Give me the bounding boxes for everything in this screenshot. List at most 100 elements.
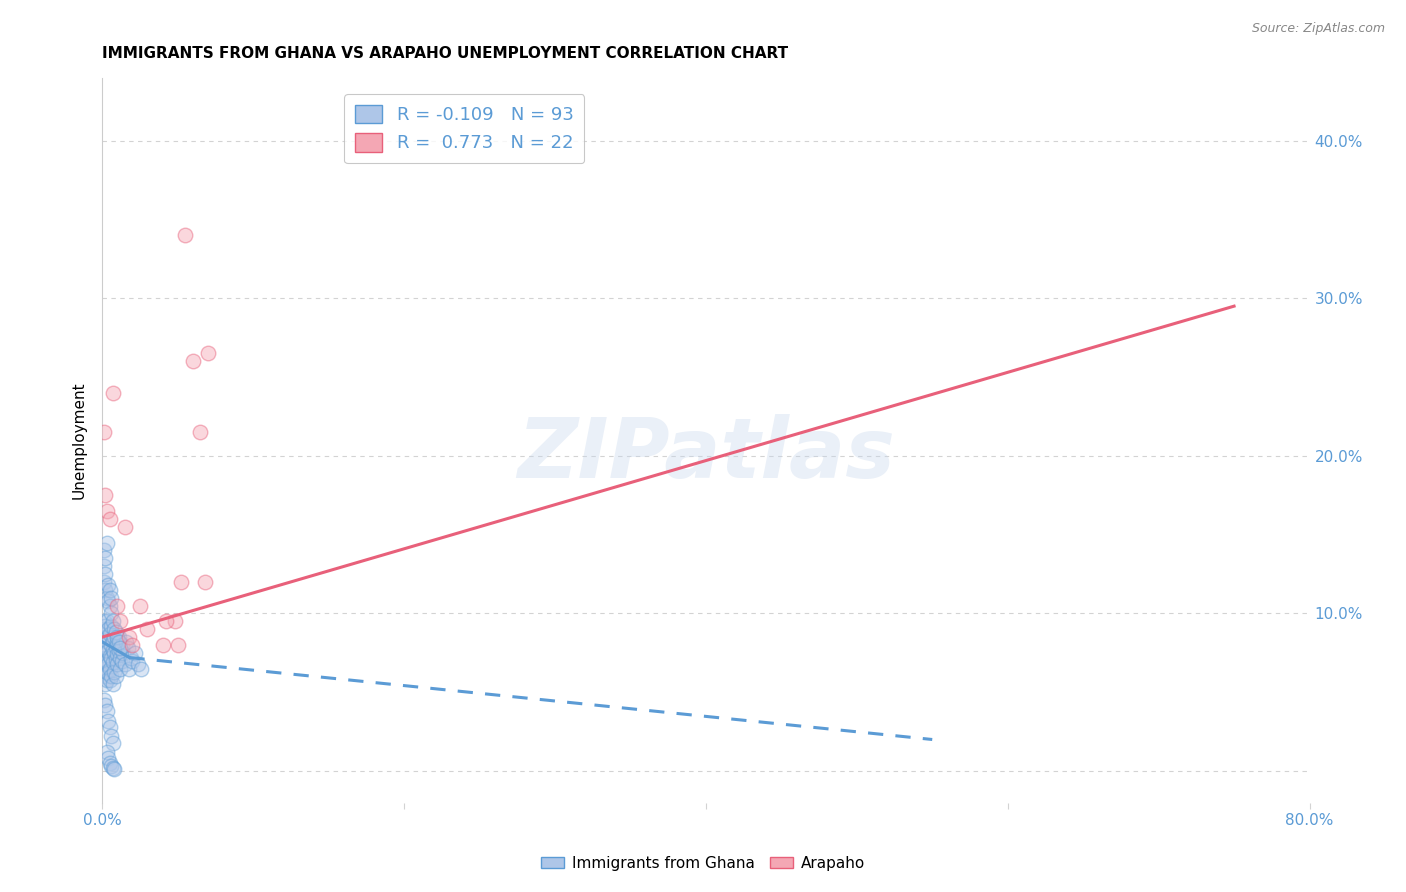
Point — [101, 633, 124, 648]
Point — [166, 638, 188, 652]
Point — [96, 615, 118, 629]
Point — [98, 599, 121, 613]
Point — [101, 677, 124, 691]
Point — [97, 634, 120, 648]
Point — [96, 641, 118, 656]
Point — [94, 619, 117, 633]
Point — [105, 630, 128, 644]
Point — [127, 657, 149, 671]
Point — [131, 662, 153, 676]
Point — [104, 652, 127, 666]
Point — [103, 646, 125, 660]
Point — [121, 638, 143, 652]
Point — [97, 578, 120, 592]
Point — [100, 669, 122, 683]
Point — [96, 704, 118, 718]
Point — [97, 657, 120, 671]
Point — [100, 729, 122, 743]
Point — [96, 673, 118, 687]
Point — [97, 751, 120, 765]
Point — [100, 591, 122, 605]
Point — [101, 385, 124, 400]
Point — [94, 582, 117, 597]
Point — [152, 638, 174, 652]
Point — [108, 630, 131, 644]
Point — [93, 425, 115, 440]
Point — [97, 622, 120, 636]
Point — [163, 615, 186, 629]
Point — [93, 543, 115, 558]
Point — [94, 698, 117, 712]
Point — [121, 654, 143, 668]
Point — [101, 761, 124, 775]
Point — [101, 615, 124, 629]
Point — [100, 650, 122, 665]
Point — [181, 354, 204, 368]
Point — [103, 622, 125, 636]
Point — [98, 662, 121, 676]
Point — [108, 644, 131, 658]
Point — [110, 641, 132, 656]
Point — [111, 654, 134, 668]
Point — [94, 488, 117, 502]
Point — [98, 582, 121, 597]
Point — [174, 228, 197, 243]
Legend: R = -0.109   N = 93, R =  0.773   N = 22: R = -0.109 N = 93, R = 0.773 N = 22 — [344, 94, 585, 163]
Point — [98, 627, 121, 641]
Point — [94, 669, 117, 683]
Point — [93, 559, 115, 574]
Point — [98, 673, 121, 687]
Point — [100, 759, 122, 773]
Point — [94, 657, 117, 671]
Point — [197, 346, 219, 360]
Point — [112, 646, 135, 660]
Point — [118, 630, 141, 644]
Point — [96, 504, 118, 518]
Point — [114, 657, 136, 671]
Point — [118, 662, 141, 676]
Point — [100, 619, 122, 633]
Y-axis label: Unemployment: Unemployment — [72, 381, 86, 499]
Point — [101, 655, 124, 669]
Point — [100, 607, 122, 621]
Point — [97, 594, 120, 608]
Point — [103, 630, 125, 644]
Point — [94, 662, 117, 676]
Point — [96, 535, 118, 549]
Point — [94, 567, 117, 582]
Point — [93, 630, 115, 644]
Point — [94, 551, 117, 566]
Point — [105, 634, 128, 648]
Point — [97, 666, 120, 681]
Text: ZIPatlas: ZIPatlas — [517, 414, 894, 495]
Point — [105, 648, 128, 662]
Point — [96, 654, 118, 668]
Legend: Immigrants from Ghana, Arapaho: Immigrants from Ghana, Arapaho — [536, 850, 870, 877]
Point — [170, 574, 193, 589]
Point — [97, 714, 120, 728]
Point — [93, 574, 115, 589]
Point — [120, 650, 142, 665]
Point — [98, 512, 121, 526]
Point — [105, 657, 128, 671]
Point — [103, 763, 125, 777]
Point — [136, 622, 159, 636]
Point — [96, 665, 118, 679]
Point — [93, 622, 115, 636]
Point — [94, 677, 117, 691]
Point — [110, 615, 132, 629]
Point — [188, 425, 211, 440]
Point — [98, 648, 121, 663]
Point — [101, 642, 124, 657]
Point — [98, 720, 121, 734]
Point — [104, 625, 127, 640]
Point — [114, 520, 136, 534]
Point — [96, 630, 118, 644]
Point — [104, 669, 127, 683]
Point — [96, 591, 118, 605]
Point — [93, 693, 115, 707]
Point — [155, 615, 177, 629]
Point — [94, 638, 117, 652]
Point — [105, 599, 128, 613]
Point — [110, 650, 132, 665]
